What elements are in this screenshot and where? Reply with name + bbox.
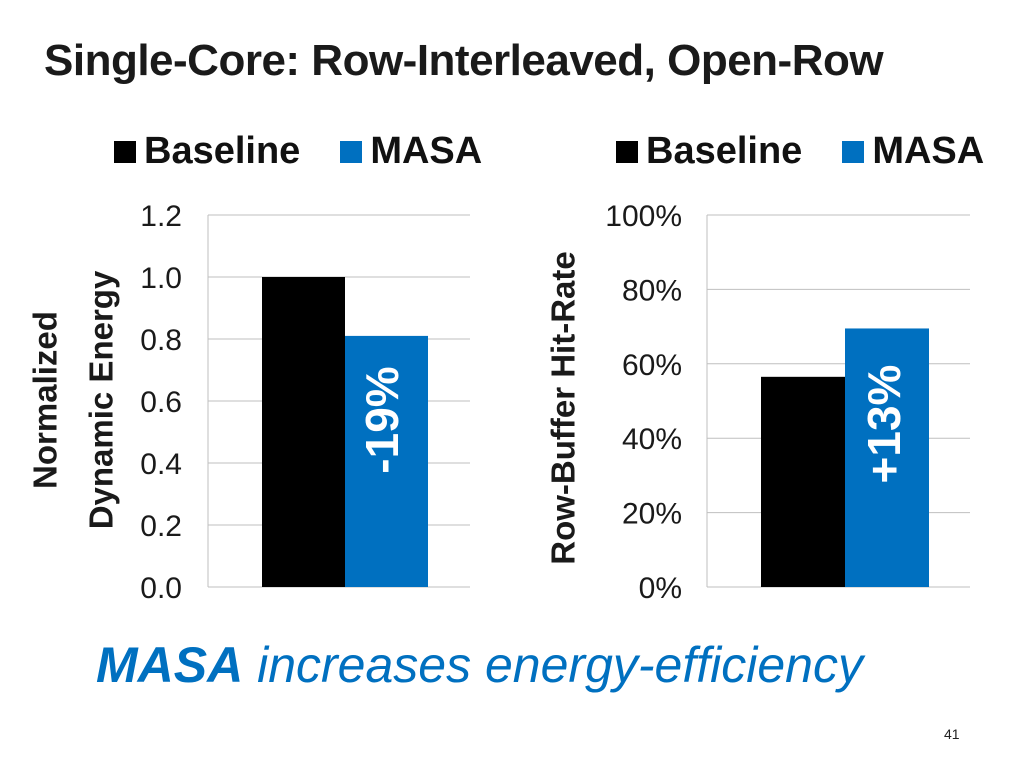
tagline: MASA increases energy-efficiency: [96, 636, 863, 694]
y-tick-label: 0%: [639, 572, 682, 605]
bar-baseline: [262, 277, 345, 587]
bar-annotation: -19%: [356, 366, 408, 473]
y-tick-label: 60%: [622, 349, 682, 382]
bar-baseline: [761, 376, 845, 587]
tagline-strong: MASA: [96, 637, 244, 693]
y-tick-label: 20%: [622, 498, 682, 531]
legend-label-baseline: Baseline: [646, 130, 803, 172]
legend-label-masa: MASA: [370, 130, 483, 172]
y-axis-label: Row-Buffer Hit-Rate: [545, 251, 582, 564]
y-tick-label: 100%: [605, 200, 682, 233]
legend-swatch-masa: [340, 140, 363, 163]
legend-swatch-baseline: [114, 140, 136, 163]
y-tick-label: 0.4: [140, 448, 182, 481]
bar-annotation: +13%: [858, 365, 910, 484]
bar-masa: [845, 328, 929, 587]
y-tick-label: 80%: [622, 274, 682, 307]
legend-label-baseline: Baseline: [144, 130, 301, 172]
y-tick-label: 1.2: [140, 200, 182, 233]
y-axis-label: Dynamic Energy: [83, 270, 120, 529]
y-tick-label: 1.0: [140, 262, 182, 295]
legend-item-masa: MASA: [340, 130, 482, 173]
legend-left: Baseline MASA: [114, 130, 522, 173]
y-tick-label: 0.2: [140, 510, 182, 543]
tagline-rest: increases energy-efficiency: [243, 637, 863, 693]
legend-swatch-masa: [842, 140, 865, 163]
y-tick-label: 0.6: [140, 386, 182, 419]
legend-swatch-baseline: [616, 140, 638, 163]
y-tick-label: 0.8: [140, 324, 182, 357]
y-axis-label: Normalized: [27, 311, 64, 489]
slide-title: Single-Core: Row-Interleaved, Open-Row: [44, 36, 884, 85]
legend-item-baseline: Baseline: [616, 130, 802, 173]
legend-right: Baseline MASA: [616, 130, 1024, 173]
bar-masa: [345, 335, 428, 587]
legend-label-masa: MASA: [872, 130, 985, 172]
legend-item-baseline: Baseline: [114, 130, 300, 173]
legend-item-masa: MASA: [842, 130, 984, 173]
page-number: 41: [944, 726, 960, 742]
y-tick-label: 40%: [622, 423, 682, 456]
y-tick-label: 0.0: [140, 572, 182, 605]
